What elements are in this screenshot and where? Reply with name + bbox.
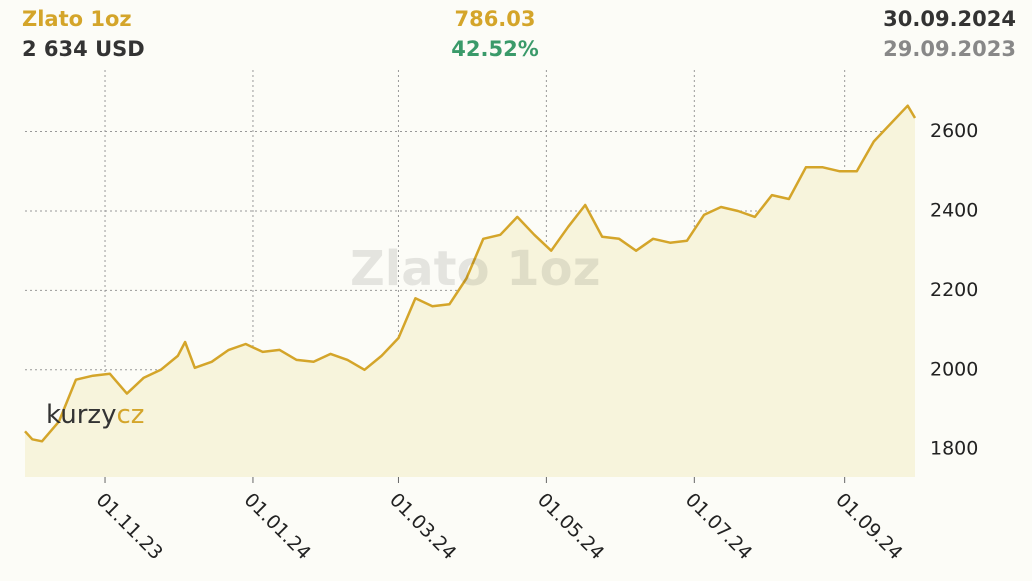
x-tick-label: 01.03.24 xyxy=(385,489,460,564)
y-tick-label: 2200 xyxy=(930,279,978,301)
x-tick-label: 01.01.24 xyxy=(240,489,315,564)
plot: 1800 2000 2200 2400 2600 01.11.23 01.01.24 01.0… xyxy=(24,70,978,564)
header-change: 786.03 xyxy=(454,7,535,31)
y-tick-label: 2600 xyxy=(930,120,978,142)
header-date-start: 29.09.2023 xyxy=(883,37,1016,61)
header-name: Zlato 1oz xyxy=(22,7,132,31)
header-date-end: 30.09.2024 xyxy=(883,7,1016,31)
y-tick-label: 2400 xyxy=(930,199,978,221)
header-price: 2 634 USD xyxy=(22,37,145,61)
logo-part: kurzy xyxy=(46,400,116,430)
watermark: Zlato 1oz xyxy=(350,241,601,297)
line xyxy=(24,104,917,443)
y-tick-label: 1800 xyxy=(930,438,978,460)
y-tick-label: 2000 xyxy=(930,358,978,380)
header-change-pct: 42.52% xyxy=(451,37,538,61)
logo-text: kurzycz xyxy=(46,400,144,430)
logo-part: cz xyxy=(116,400,144,430)
x-tick-label: 01.07.24 xyxy=(681,489,756,564)
x-tick-label: 01.05.24 xyxy=(533,489,608,564)
x-tick-label: 01.09.24 xyxy=(831,489,906,564)
area xyxy=(25,105,915,477)
x-tick-label: 01.11.23 xyxy=(92,489,167,564)
